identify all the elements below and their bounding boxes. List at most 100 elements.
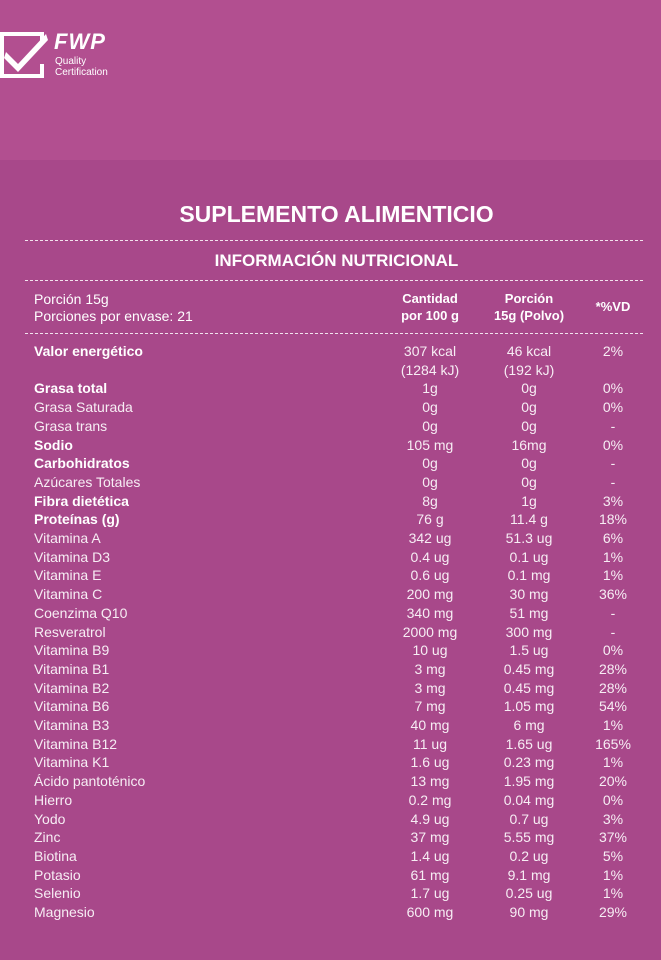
daily-value: 0% — [602, 380, 624, 397]
nutrient-name: Vitamina B6 — [34, 698, 110, 715]
amount: 105 mg — [406, 436, 454, 453]
amount: 0.23 mg — [503, 754, 555, 771]
daily-value: 54% — [598, 698, 628, 715]
amount: 1.4 ug — [410, 847, 450, 864]
amount: 46 kcal — [506, 343, 552, 359]
amount: 1g — [521, 492, 537, 509]
nutrient-name: Grasa Saturada — [34, 399, 133, 416]
amount: 0g — [422, 473, 438, 490]
amount: 0.4 ug — [410, 548, 450, 565]
amount: 7 mg — [414, 698, 446, 715]
daily-value: - — [610, 473, 616, 490]
nutrient-name: Potasio — [34, 866, 81, 883]
amount: 0.1 mg — [507, 567, 551, 584]
daily-value: 5% — [602, 847, 624, 864]
amount: 76 g — [416, 511, 444, 528]
daily-value: 165% — [595, 735, 631, 752]
nutrient-name: Sodio — [34, 436, 73, 453]
amount: 0.2 ug — [509, 847, 549, 864]
nutrient-name: Ácido pantoténico — [34, 773, 146, 790]
amount: 340 mg — [406, 604, 454, 621]
nutrient-name: Yodo — [34, 810, 66, 827]
nutrient-name: Proteínas (g) — [34, 511, 120, 528]
nutrient-name: Vitamina B9 — [34, 642, 110, 659]
nutrient-name: Resveratrol — [34, 623, 106, 640]
daily-value: 18% — [598, 511, 628, 528]
amount: 9.1 mg — [507, 866, 551, 883]
amount: 90 mg — [509, 904, 549, 920]
amount: 0g — [521, 473, 537, 490]
daily-value: 0% — [602, 436, 624, 453]
amount: 300 mg — [505, 623, 553, 640]
amount: 1.95 mg — [503, 773, 555, 790]
amount: 1g — [422, 380, 438, 397]
daily-value: 1% — [602, 548, 624, 565]
amount: 342 ug — [408, 530, 452, 546]
nutrient-name: Magnesio — [34, 904, 95, 920]
nutrient-name: Valor energético — [34, 343, 143, 359]
daily-value: - — [610, 604, 616, 621]
amount: 3 mg — [414, 679, 446, 696]
logo-brand: FWP — [54, 29, 106, 54]
nutrient-name: Biotina — [34, 847, 77, 864]
daily-value: 29% — [598, 904, 628, 920]
header-band — [0, 0, 661, 160]
column-header: *%VD — [595, 299, 631, 314]
amount: 0.45 mg — [503, 679, 555, 696]
nutrient-name: Carbohidratos — [34, 455, 130, 472]
daily-value: 1% — [602, 754, 624, 771]
amount: 0.7 ug — [509, 810, 549, 827]
nutrient-name: Grasa trans — [34, 417, 108, 434]
daily-value: 36% — [598, 586, 628, 603]
daily-value: 6% — [602, 530, 624, 546]
portion-text: Porción 15g — [34, 291, 109, 307]
amount: 40 mg — [410, 717, 450, 733]
column-header: Porción — [504, 291, 554, 306]
amount: 4.9 ug — [410, 810, 450, 827]
amount: 0g — [521, 399, 537, 416]
subtitle: INFORMACIÓN NUTRICIONAL — [214, 251, 459, 270]
title: SUPLEMENTO ALIMENTICIO — [179, 201, 494, 227]
nutrient-name: Vitamina B2 — [34, 679, 110, 696]
amount: 37 mg — [410, 829, 450, 846]
nutrient-name: Vitamina A — [34, 530, 101, 546]
amount: 0g — [521, 417, 537, 434]
nutrient-name: Hierro — [34, 791, 73, 808]
daily-value: 1% — [602, 885, 624, 902]
amount: 3 mg — [414, 660, 446, 677]
nutrient-name: Azúcares Totales — [34, 473, 141, 490]
amount: 1.65 ug — [505, 735, 553, 752]
amount: 0g — [422, 417, 438, 434]
daily-value: 20% — [598, 773, 628, 790]
amount: 11 ug — [413, 735, 447, 752]
divider — [25, 280, 643, 281]
nutrient-name: Vitamina D3 — [34, 548, 111, 565]
daily-value: - — [610, 417, 616, 434]
nutrient-name: Coenzima Q10 — [34, 604, 128, 621]
nutrient-name: Fibra dietética — [34, 492, 129, 509]
nutrient-name: Vitamina B12 — [34, 735, 118, 752]
amount: 6 mg — [513, 717, 545, 733]
divider — [25, 240, 643, 241]
amount: (1284 kJ) — [400, 361, 460, 378]
daily-value: 28% — [598, 679, 628, 696]
daily-value: 1% — [602, 567, 624, 584]
nutrient-name: Vitamina B3 — [34, 717, 110, 733]
amount: 51.3 ug — [505, 530, 553, 546]
daily-value: 2% — [602, 343, 624, 359]
amount: 11.4 g — [510, 511, 548, 528]
logo-text: Certification — [55, 67, 108, 78]
amount: 0g — [422, 455, 438, 472]
amount: 200 mg — [406, 586, 454, 603]
nutrient-name: Zinc — [34, 829, 61, 846]
daily-value: 28% — [598, 660, 628, 677]
nutrient-name: Vitamina E — [34, 567, 102, 584]
daily-value: 1% — [602, 866, 624, 883]
column-header: por 100 g — [401, 308, 459, 323]
nutrient-name: Selenio — [34, 885, 81, 902]
amount: 0.04 mg — [503, 791, 555, 808]
servings-text: Porciones por envase: 21 — [34, 308, 193, 324]
amount: 307 kcal — [403, 343, 457, 359]
amount: 0.1 ug — [509, 548, 549, 565]
